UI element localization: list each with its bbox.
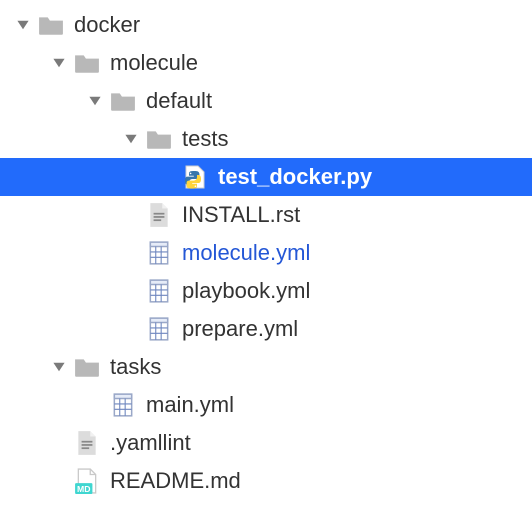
tree-item-label: molecule xyxy=(110,50,198,76)
chevron-down-icon[interactable] xyxy=(124,132,138,146)
folder-icon xyxy=(74,354,100,380)
tree-item-label: test_docker.py xyxy=(218,164,372,190)
python-file-icon xyxy=(182,164,208,190)
tree-item-label: tasks xyxy=(110,354,161,380)
text-file-icon xyxy=(74,430,100,456)
folder-icon xyxy=(74,50,100,76)
folder-icon xyxy=(146,126,172,152)
tree-file-row[interactable]: playbook.yml xyxy=(0,272,532,310)
tree-file-row[interactable]: INSTALL.rst xyxy=(0,196,532,234)
tree-file-row[interactable]: test_docker.py xyxy=(0,158,532,196)
tree-file-row[interactable]: molecule.yml xyxy=(0,234,532,272)
tree-file-row[interactable]: MD README.md xyxy=(0,462,532,500)
chevron-down-icon[interactable] xyxy=(16,18,30,32)
tree-item-label: prepare.yml xyxy=(182,316,298,342)
chevron-down-icon[interactable] xyxy=(88,94,102,108)
text-file-icon xyxy=(146,202,172,228)
tree-folder-row[interactable]: tests xyxy=(0,120,532,158)
tree-folder-row[interactable]: default xyxy=(0,82,532,120)
tree-item-label: docker xyxy=(74,12,140,38)
tree-folder-row[interactable]: tasks xyxy=(0,348,532,386)
yaml-file-icon xyxy=(110,392,136,418)
tree-file-row[interactable]: prepare.yml xyxy=(0,310,532,348)
chevron-down-icon[interactable] xyxy=(52,56,66,70)
yaml-file-icon xyxy=(146,240,172,266)
folder-icon xyxy=(38,12,64,38)
yaml-file-icon xyxy=(146,278,172,304)
file-tree: docker molecule default tests test_docke… xyxy=(0,0,532,500)
markdown-file-icon: MD xyxy=(74,468,100,494)
svg-text:MD: MD xyxy=(77,484,90,494)
chevron-down-icon[interactable] xyxy=(52,360,66,374)
tree-item-label: README.md xyxy=(110,468,241,494)
tree-item-label: main.yml xyxy=(146,392,234,418)
tree-item-label: INSTALL.rst xyxy=(182,202,300,228)
tree-item-label: playbook.yml xyxy=(182,278,310,304)
tree-file-row[interactable]: main.yml xyxy=(0,386,532,424)
folder-icon xyxy=(110,88,136,114)
tree-item-label: default xyxy=(146,88,212,114)
tree-item-label: tests xyxy=(182,126,228,152)
yaml-file-icon xyxy=(146,316,172,342)
tree-item-label: molecule.yml xyxy=(182,240,310,266)
tree-item-label: .yamllint xyxy=(110,430,191,456)
tree-file-row[interactable]: .yamllint xyxy=(0,424,532,462)
tree-folder-row[interactable]: molecule xyxy=(0,44,532,82)
tree-folder-row[interactable]: docker xyxy=(0,6,532,44)
